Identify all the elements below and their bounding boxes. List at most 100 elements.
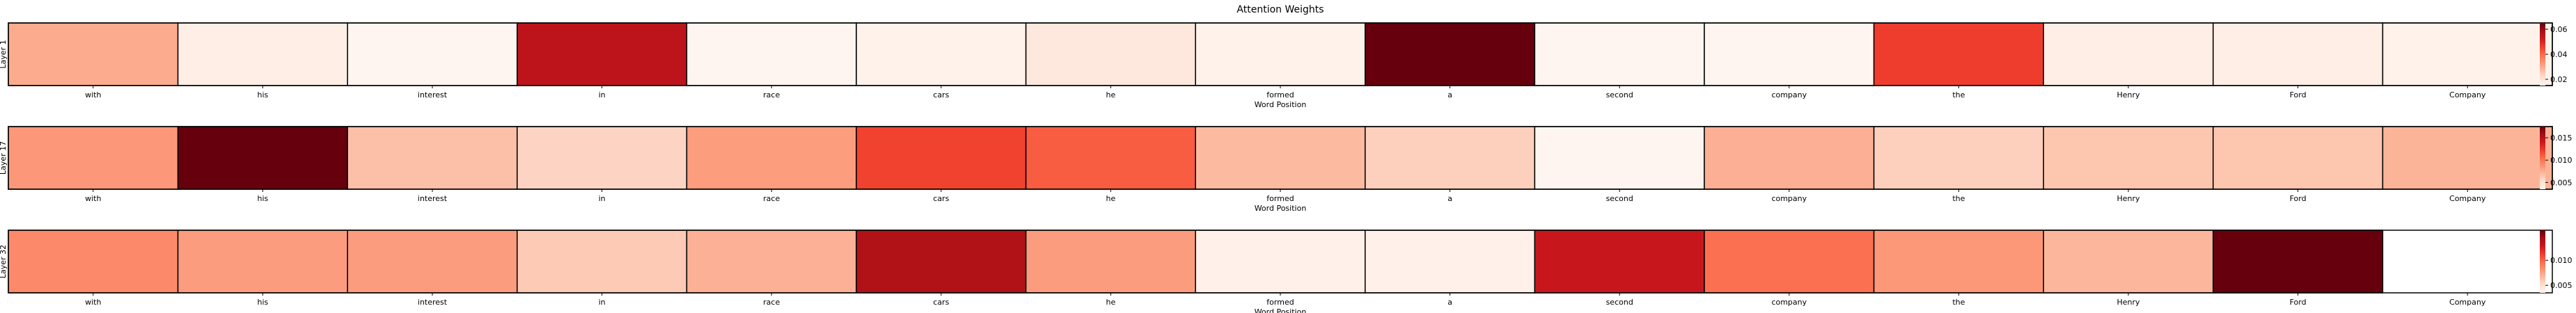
x-tick-label: in <box>599 194 606 203</box>
heatmap-cell <box>517 126 688 190</box>
heatmap-cell <box>686 22 857 86</box>
row-label: Layer 32 <box>0 245 8 278</box>
x-tick-label: race <box>763 298 780 307</box>
x-tick-label: a <box>1447 194 1452 203</box>
heatmap-panel-3: with his interest in race cars he formed a second… <box>0 230 2573 313</box>
heatmap-cell <box>2043 126 2214 190</box>
x-tick-label: a <box>1447 298 1452 307</box>
x-tick-label: his <box>258 194 269 203</box>
colorbar-tick-label: 0.010 <box>2550 256 2573 265</box>
x-tick-label: Ford <box>2290 90 2307 99</box>
x-tick-label: cars <box>933 194 949 203</box>
heatmap-cell <box>347 230 518 294</box>
x-tick-label: Company <box>2449 194 2486 203</box>
heatmap-cell <box>347 22 518 86</box>
x-tick-label: interest <box>418 194 448 203</box>
x-tick-label: Henry <box>2116 298 2140 307</box>
x-tick-label: Ford <box>2290 298 2307 307</box>
heatmap-cell <box>2213 126 2384 190</box>
heatmap-cell <box>1534 230 1705 294</box>
x-tick-label: company <box>1771 90 1807 99</box>
x-axis-label: Word Position <box>1255 100 1307 109</box>
heatmap-cell <box>1534 126 1705 190</box>
x-tick-label: his <box>258 90 269 99</box>
heatmap-cell <box>8 126 179 190</box>
row-label: Layer 17 <box>0 141 8 175</box>
x-tick-label: formed <box>1266 194 1294 203</box>
colorbar-tick-label: 0.06 <box>2550 25 2568 34</box>
heatmap-cell <box>2043 230 2214 294</box>
x-tick-label: the <box>1952 298 1965 307</box>
heatmap-cell <box>1195 126 1366 190</box>
heatmap-cell <box>1873 230 2044 294</box>
heatmap-cell <box>1873 22 2044 86</box>
heatmap-cell <box>8 230 179 294</box>
x-tick-label: his <box>258 298 269 307</box>
heatmap-cell <box>1873 126 2044 190</box>
heatmap-cell <box>686 230 857 294</box>
heatmap-cell <box>1365 126 1536 190</box>
heatmap-cell <box>517 22 688 86</box>
heatmap-cell <box>1025 22 1196 86</box>
x-tick-label: company <box>1771 194 1807 203</box>
heatmap-cell <box>347 126 518 190</box>
x-tick-label: Ford <box>2290 194 2307 203</box>
heatmap-cell <box>1365 230 1536 294</box>
x-tick-label: interest <box>418 90 448 99</box>
x-tick-label: the <box>1952 90 1965 99</box>
heatmap-cell <box>8 22 179 86</box>
heatmap-cell <box>856 22 1027 86</box>
x-tick-label: Company <box>2449 90 2486 99</box>
heatmap-cell <box>1365 22 1536 86</box>
x-tick-label: race <box>763 90 780 99</box>
x-tick-label: with <box>85 298 101 307</box>
colorbar <box>2540 23 2545 86</box>
heatmap-cell <box>1534 22 1705 86</box>
heatmap-cell <box>177 22 348 86</box>
heatmap-cell <box>1704 126 1875 190</box>
x-tick-label: second <box>1606 194 1633 203</box>
x-tick-label: formed <box>1266 90 1294 99</box>
x-tick-label: formed <box>1266 298 1294 307</box>
x-tick-label: in <box>599 298 606 307</box>
row-label: Layer 1 <box>0 40 8 68</box>
x-tick-label: Henry <box>2116 194 2140 203</box>
colorbar-tick-label: 0.02 <box>2550 75 2568 84</box>
colorbar-tick-label: 0.005 <box>2550 178 2573 187</box>
colorbar <box>2540 230 2545 293</box>
heatmap-cell <box>2382 22 2553 86</box>
heatmap-cell <box>177 230 348 294</box>
x-tick-label: company <box>1771 298 1807 307</box>
heatmap-cell <box>1195 22 1366 86</box>
x-tick-label: he <box>1106 194 1116 203</box>
x-tick-label: he <box>1106 298 1116 307</box>
x-tick-label: cars <box>933 298 949 307</box>
colorbar-tick-label: 0.005 <box>2550 281 2573 290</box>
x-tick-label: he <box>1106 90 1116 99</box>
heatmap-cell <box>2213 22 2384 86</box>
heatmap-cell <box>856 230 1027 294</box>
colorbar-tick-label: 0.010 <box>2550 156 2573 165</box>
heatmap-cell <box>1025 126 1196 190</box>
heatmap-cell <box>686 126 857 190</box>
heatmap-cell <box>1195 230 1366 294</box>
x-tick-label: a <box>1447 90 1452 99</box>
chart-title: Attention Weights <box>1236 4 1324 15</box>
colorbar <box>2540 127 2545 189</box>
heatmap-cell <box>177 126 348 190</box>
heatmap-cell <box>2213 230 2384 294</box>
x-tick-label: second <box>1606 90 1633 99</box>
x-axis-label: Word Position <box>1255 307 1307 313</box>
heatmap-cell <box>2043 22 2214 86</box>
x-tick-label: with <box>85 194 101 203</box>
x-tick-label: the <box>1952 194 1965 203</box>
heatmap-cell <box>1704 230 1875 294</box>
heatmap-cell <box>1025 230 1196 294</box>
x-tick-label: Company <box>2449 298 2486 307</box>
x-axis-label: Word Position <box>1255 204 1307 213</box>
x-tick-label: second <box>1606 298 1633 307</box>
heatmap-cell <box>1704 22 1875 86</box>
heatmap-cell <box>856 126 1027 190</box>
heatmap-cell <box>2382 126 2553 190</box>
